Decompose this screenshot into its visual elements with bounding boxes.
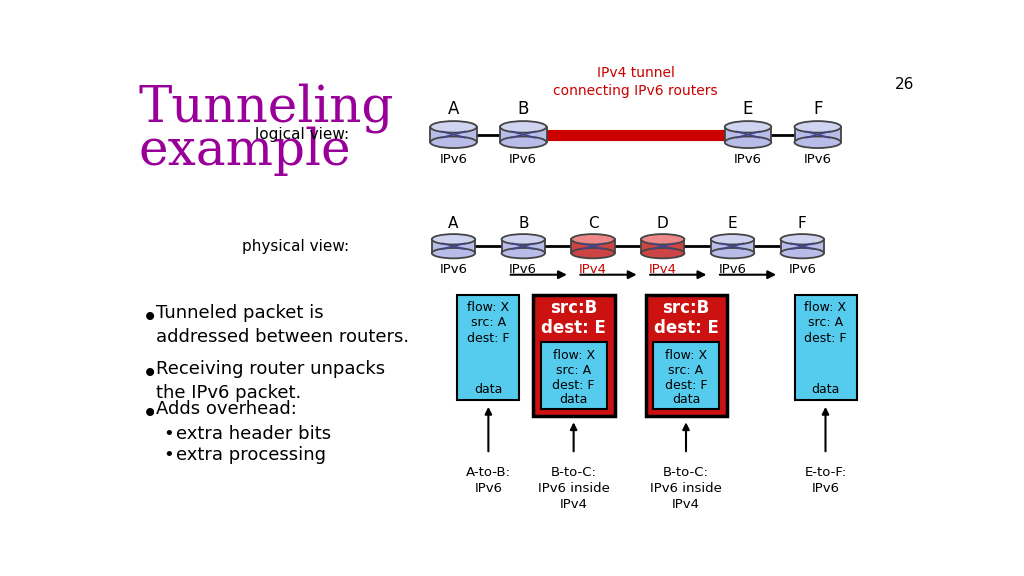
Text: flow: X: flow: X	[553, 348, 595, 362]
FancyBboxPatch shape	[432, 239, 475, 253]
Text: Tunneling: Tunneling	[139, 83, 394, 133]
Text: IPv6: IPv6	[439, 153, 468, 166]
Text: •: •	[142, 360, 158, 388]
Text: Adds overhead:: Adds overhead:	[156, 400, 297, 418]
Ellipse shape	[502, 248, 545, 259]
Text: A-to-B:
IPv6: A-to-B: IPv6	[466, 465, 511, 495]
Text: src: A: src: A	[556, 364, 591, 377]
Ellipse shape	[641, 248, 684, 259]
Text: IPv6: IPv6	[788, 263, 816, 276]
Ellipse shape	[641, 234, 684, 244]
Text: extra header bits: extra header bits	[176, 425, 331, 443]
FancyBboxPatch shape	[430, 127, 477, 142]
Ellipse shape	[500, 121, 547, 132]
Text: extra processing: extra processing	[176, 446, 326, 464]
FancyBboxPatch shape	[653, 343, 719, 410]
Text: data: data	[811, 383, 840, 396]
Text: physical view:: physical view:	[242, 238, 349, 253]
Text: F: F	[813, 100, 822, 118]
FancyBboxPatch shape	[502, 239, 545, 253]
Text: data: data	[672, 392, 700, 406]
Text: F: F	[798, 216, 807, 231]
Text: B: B	[517, 100, 529, 118]
Text: IPv4: IPv4	[649, 263, 677, 276]
Text: data: data	[559, 392, 588, 406]
Text: flow: X: flow: X	[805, 301, 847, 314]
Ellipse shape	[432, 234, 475, 244]
Text: E-to-F:
IPv6: E-to-F: IPv6	[805, 465, 847, 495]
Ellipse shape	[430, 137, 477, 148]
Text: B-to-C:
IPv6 inside
IPv4: B-to-C: IPv6 inside IPv4	[538, 465, 609, 511]
Text: •: •	[164, 425, 174, 443]
Text: data: data	[474, 383, 503, 396]
Text: IPv6: IPv6	[804, 153, 831, 166]
Ellipse shape	[795, 137, 841, 148]
Text: B: B	[518, 216, 528, 231]
Text: dest: E: dest: E	[542, 319, 606, 338]
Text: dest: F: dest: F	[552, 380, 595, 392]
Text: logical view:: logical view:	[255, 127, 349, 142]
Text: •: •	[164, 446, 174, 464]
FancyBboxPatch shape	[641, 239, 684, 253]
FancyBboxPatch shape	[646, 295, 727, 416]
Text: src: A: src: A	[471, 316, 506, 329]
Ellipse shape	[432, 248, 475, 259]
Ellipse shape	[502, 234, 545, 244]
Ellipse shape	[725, 121, 771, 132]
Text: IPv4 tunnel
connecting IPv6 routers: IPv4 tunnel connecting IPv6 routers	[553, 66, 718, 97]
FancyBboxPatch shape	[571, 239, 614, 253]
Text: IPv4: IPv4	[579, 263, 607, 276]
Text: B-to-C:
IPv6 inside
IPv4: B-to-C: IPv6 inside IPv4	[650, 465, 722, 511]
Text: •: •	[142, 400, 158, 428]
Text: Tunneled packet is
addressed between routers.: Tunneled packet is addressed between rou…	[156, 304, 409, 346]
Ellipse shape	[500, 137, 547, 148]
Ellipse shape	[780, 234, 824, 244]
Text: A: A	[449, 216, 459, 231]
Text: IPv6: IPv6	[719, 263, 746, 276]
Ellipse shape	[780, 248, 824, 259]
Text: flow: X: flow: X	[665, 348, 707, 362]
FancyBboxPatch shape	[725, 127, 771, 142]
FancyBboxPatch shape	[534, 295, 614, 416]
Ellipse shape	[430, 121, 477, 132]
Ellipse shape	[725, 137, 771, 148]
Text: A: A	[447, 100, 459, 118]
FancyBboxPatch shape	[711, 239, 755, 253]
Text: C: C	[588, 216, 598, 231]
Text: •: •	[142, 304, 158, 332]
Text: E: E	[728, 216, 737, 231]
FancyBboxPatch shape	[795, 295, 856, 400]
FancyBboxPatch shape	[795, 127, 841, 142]
Text: src: A: src: A	[669, 364, 703, 377]
Text: dest: E: dest: E	[653, 319, 719, 338]
Text: IPv6: IPv6	[509, 153, 538, 166]
Text: dest: F: dest: F	[665, 380, 708, 392]
Text: Receiving router unpacks
the IPv6 packet.: Receiving router unpacks the IPv6 packet…	[156, 360, 385, 402]
FancyBboxPatch shape	[500, 127, 547, 142]
Text: example: example	[139, 127, 351, 176]
Ellipse shape	[795, 121, 841, 132]
Text: src:B: src:B	[550, 300, 597, 317]
Text: E: E	[742, 100, 754, 118]
Ellipse shape	[711, 234, 755, 244]
Ellipse shape	[571, 248, 614, 259]
FancyBboxPatch shape	[541, 343, 607, 410]
Text: IPv6: IPv6	[439, 263, 468, 276]
FancyBboxPatch shape	[780, 239, 824, 253]
Text: dest: F: dest: F	[804, 332, 847, 344]
Text: IPv6: IPv6	[734, 153, 762, 166]
Text: flow: X: flow: X	[467, 301, 509, 314]
Text: dest: F: dest: F	[467, 332, 510, 344]
FancyBboxPatch shape	[458, 295, 519, 400]
Text: D: D	[656, 216, 669, 231]
Text: src:B: src:B	[663, 300, 710, 317]
Text: 26: 26	[895, 77, 914, 92]
Ellipse shape	[711, 248, 755, 259]
Text: src: A: src: A	[808, 316, 843, 329]
Ellipse shape	[571, 234, 614, 244]
Text: IPv6: IPv6	[509, 263, 538, 276]
